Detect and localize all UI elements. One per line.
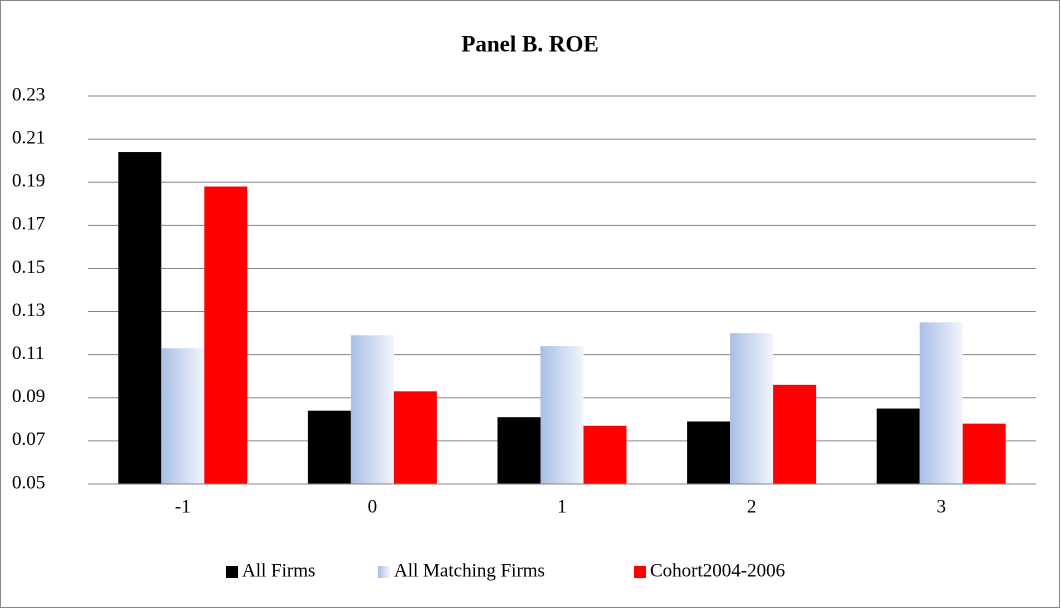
- y-tick-label: 0.07: [12, 429, 45, 450]
- bar: [118, 152, 162, 485]
- bar: [204, 186, 248, 485]
- bar: [497, 417, 541, 484]
- bar: [161, 348, 205, 484]
- bar: [307, 410, 351, 484]
- bar: [393, 391, 437, 484]
- bar: [876, 408, 920, 484]
- y-tick-label: 0.11: [12, 343, 45, 364]
- y-tick-label: 0.09: [12, 386, 45, 407]
- bar: [773, 384, 817, 484]
- chart-title: Panel B. ROE: [461, 31, 598, 56]
- y-tick-label: 0.15: [12, 257, 45, 278]
- legend-swatch: [226, 566, 238, 578]
- bar: [583, 425, 627, 484]
- bar: [962, 423, 1006, 484]
- bar: [350, 335, 394, 484]
- legend-swatch: [378, 566, 390, 578]
- bar: [687, 421, 731, 484]
- y-tick-label: 0.17: [12, 214, 45, 235]
- bar: [540, 346, 584, 484]
- x-tick-label: 3: [936, 496, 946, 517]
- x-tick-label: -1: [175, 496, 191, 517]
- y-tick-label: 0.19: [12, 171, 45, 192]
- legend-label: Cohort2004-2006: [650, 560, 785, 581]
- legend-label: All Firms: [242, 560, 315, 581]
- y-tick-label: 0.13: [12, 300, 45, 321]
- x-tick-label: 2: [747, 496, 757, 517]
- x-tick-label: 1: [557, 496, 567, 517]
- legend-swatch: [634, 566, 646, 578]
- x-tick-label: 0: [368, 496, 378, 517]
- legend-label: All Matching Firms: [394, 560, 545, 581]
- y-tick-label: 0.21: [12, 127, 45, 148]
- y-tick-label: 0.05: [12, 472, 45, 493]
- bar: [919, 322, 963, 484]
- y-tick-label: 0.23: [12, 84, 45, 105]
- bar: [730, 333, 774, 484]
